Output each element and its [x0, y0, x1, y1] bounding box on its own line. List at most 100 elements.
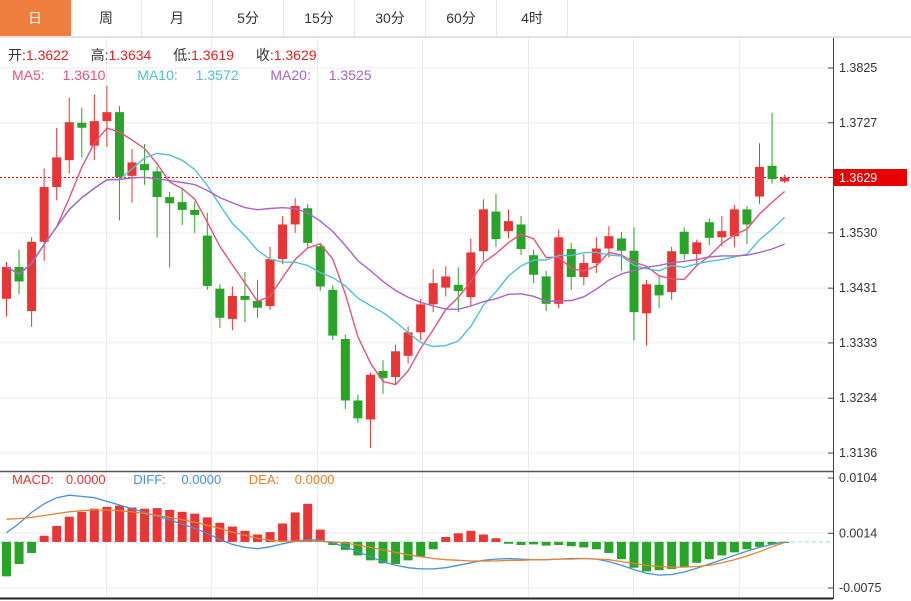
- open-label: 开:: [8, 47, 26, 63]
- macd-bar: [165, 509, 175, 542]
- last-price-tag-value: 1.3629: [839, 171, 877, 185]
- tab-month[interactable]: 月: [142, 0, 213, 36]
- candles-layer: [2, 85, 790, 448]
- axis-tick-label: 1.3333: [839, 336, 877, 350]
- last-price-tag-box: [834, 169, 907, 187]
- macd-bar: [265, 532, 275, 542]
- candle-body: [441, 276, 451, 288]
- macd-bar: [177, 511, 187, 542]
- close-label: 收:: [255, 47, 274, 63]
- macd-bar: [604, 541, 614, 553]
- ma10-line: [6, 152, 786, 348]
- candle-body: [140, 164, 150, 171]
- macd-bar: [491, 538, 501, 542]
- macd-bar: [64, 516, 74, 542]
- macd-bar: [428, 541, 438, 550]
- macd-bar: [629, 541, 639, 568]
- macd-bar: [14, 541, 24, 565]
- candle-body: [303, 208, 313, 243]
- macd-bar: [2, 541, 11, 577]
- axis-layer: 1.3825 1.3727 1.3530 1.3431 1.3333 1.3234 1.31…: [0, 37, 911, 600]
- last-price-tag: 1.3629: [828, 169, 907, 187]
- macd-legend: MACD: 0.0000: [12, 472, 106, 487]
- axis-tick-label: 1.3431: [839, 281, 877, 295]
- macd-bar: [127, 507, 137, 542]
- candle-body: [102, 112, 112, 122]
- candle-body: [729, 209, 739, 237]
- macd-layer: [2, 494, 790, 577]
- candle-body: [504, 221, 513, 232]
- candle-body: [52, 157, 62, 188]
- candle-body: [642, 284, 652, 314]
- candle-body: [717, 231, 727, 238]
- candle-body: [328, 289, 338, 336]
- macd-bar: [353, 541, 363, 556]
- macd-bar: [692, 541, 702, 563]
- tab-15min[interactable]: 15分: [284, 0, 355, 36]
- macd-bar: [102, 506, 112, 542]
- candle-body: [566, 249, 576, 277]
- macd-bar: [466, 530, 476, 542]
- candle-body: [453, 284, 463, 291]
- macd-bar: [667, 541, 677, 569]
- ma5-line: [6, 127, 786, 386]
- macd-bar: [202, 517, 212, 542]
- macd-bar: [52, 525, 62, 542]
- candle-body: [629, 250, 639, 313]
- candle-body: [491, 211, 501, 239]
- tab-week[interactable]: 周: [71, 0, 142, 36]
- candle-body: [466, 252, 476, 298]
- macd-bar: [767, 541, 777, 545]
- tab-60min[interactable]: 60分: [426, 0, 497, 36]
- candle-body: [604, 236, 614, 249]
- candle-body: [403, 332, 413, 356]
- macd-bar: [478, 534, 488, 542]
- macd-bar: [365, 541, 375, 561]
- macd-bar: [89, 508, 99, 542]
- tab-30min[interactable]: 30分: [355, 0, 426, 36]
- macd-bar: [504, 541, 513, 544]
- candle-body: [340, 339, 350, 401]
- candle-body: [2, 266, 11, 299]
- candle-body: [391, 351, 401, 378]
- dea-line: [6, 509, 785, 568]
- axis-tick-label: 1.3234: [839, 391, 877, 405]
- macd-bar: [579, 541, 589, 548]
- macd-bar: [215, 522, 225, 542]
- candle-body: [529, 255, 539, 275]
- macd-bar: [529, 541, 539, 545]
- candle-body: [679, 231, 689, 255]
- macd-bar: [591, 541, 601, 550]
- tab-day[interactable]: 日: [0, 0, 71, 36]
- candle-body: [278, 224, 288, 260]
- open-value: 1.3622: [25, 47, 69, 63]
- axis-tick-label: 1.3727: [839, 116, 877, 130]
- diff-legend: DIFF: 0.0000: [133, 472, 222, 487]
- candle-body: [516, 224, 526, 250]
- tab-5min[interactable]: 5分: [213, 0, 284, 36]
- macd-bar: [654, 541, 664, 571]
- ma20-line: [6, 176, 785, 311]
- candle-body: [755, 166, 764, 197]
- dea-legend: DEA: 0.0000: [248, 472, 335, 487]
- macd-bar: [303, 503, 313, 542]
- candle-body: [767, 165, 777, 180]
- candle-body: [616, 238, 626, 251]
- candle-body: [265, 259, 275, 307]
- macd-bar: [566, 541, 576, 547]
- candle-body: [378, 370, 388, 379]
- macd-bar: [152, 508, 162, 542]
- tab-4hour[interactable]: 4时: [497, 0, 568, 36]
- ma20-legend: MA20: 1.3525: [270, 67, 372, 83]
- candle-body: [202, 235, 212, 286]
- axis-tick-label: 1.3136: [839, 446, 877, 460]
- macd-bar: [114, 505, 124, 542]
- high-value: 1.3634: [108, 47, 152, 63]
- candle-body: [654, 284, 664, 296]
- low-label: 低:: [173, 47, 192, 63]
- candle-body: [541, 276, 551, 304]
- ohlc-quote-row: 开:1.3622 高:1.3634 低:1.3619 收:1.3629: [8, 45, 335, 65]
- diff-line: [6, 494, 785, 576]
- macd-bar: [642, 541, 652, 572]
